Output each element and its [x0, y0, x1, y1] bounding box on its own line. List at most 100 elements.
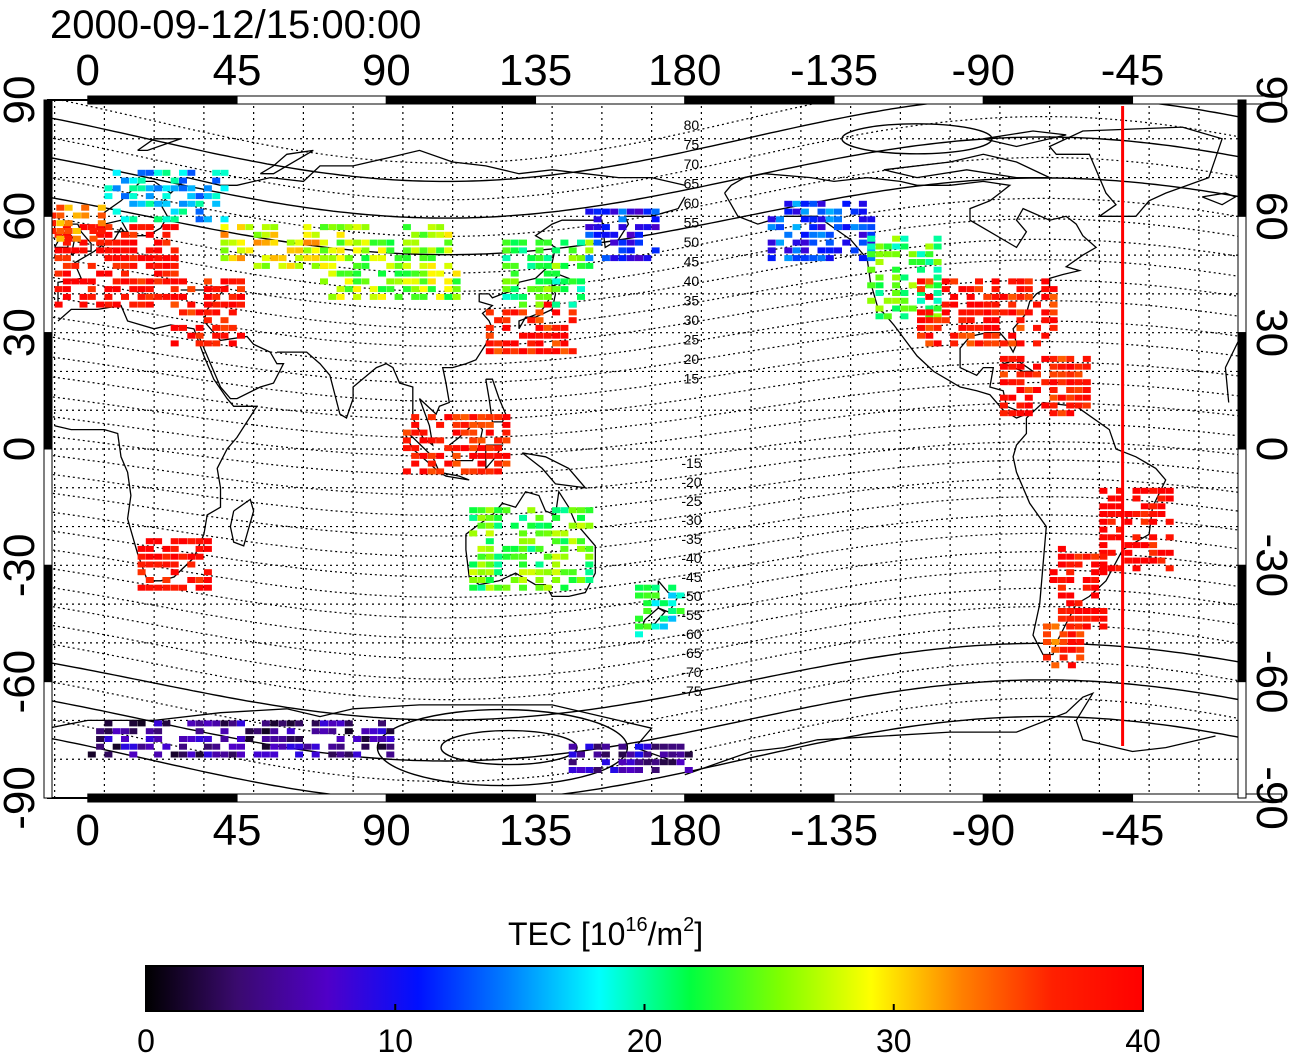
tec-cell — [1041, 309, 1050, 316]
tec-cell — [601, 743, 610, 750]
coastline — [521, 452, 587, 489]
tec-cell — [502, 460, 511, 467]
tec-cell — [593, 751, 602, 758]
tec-cell — [320, 224, 328, 231]
tec-cell — [1066, 608, 1075, 614]
tec-cell — [502, 429, 511, 436]
tec-cell — [585, 255, 594, 262]
tec-cell — [568, 767, 577, 773]
tec-cell — [552, 309, 561, 316]
tec-cell — [162, 278, 171, 285]
tec-cell — [1049, 371, 1058, 378]
tec-cell — [659, 751, 668, 758]
tec-cell — [1008, 355, 1017, 362]
tec-cell — [892, 251, 901, 258]
tec-cell — [676, 592, 685, 599]
south-pole-contour-outer — [376, 708, 629, 787]
tec-cell — [179, 169, 187, 176]
tec-cell — [585, 767, 594, 773]
tec-cell — [179, 584, 187, 591]
tec-cell — [212, 751, 221, 758]
tec-cell — [535, 262, 544, 269]
tec-cell — [64, 235, 73, 242]
tec-cell — [311, 728, 320, 735]
tec-cell — [444, 247, 453, 254]
tec-cell — [925, 305, 934, 312]
tec-cell — [1008, 309, 1017, 316]
tec-cell — [1057, 355, 1066, 362]
tec-cell — [427, 278, 436, 285]
tec-cell — [469, 468, 478, 475]
tec-cell — [477, 421, 486, 428]
tec-cell — [477, 577, 486, 583]
coastline — [402, 429, 440, 473]
tec-cell — [179, 309, 187, 316]
tec-cell — [195, 208, 204, 215]
tec-cell — [552, 278, 561, 285]
tec-cell — [867, 247, 876, 254]
colorbar-tick-label: 0 — [137, 1023, 155, 1057]
tec-cell — [1049, 363, 1058, 370]
tec-cell — [535, 239, 544, 246]
tec-cell — [560, 507, 569, 514]
tec-cell — [320, 255, 328, 262]
lat-tick-label-left: -60 — [0, 650, 44, 714]
tec-cell — [1099, 565, 1108, 572]
tec-cell — [1091, 608, 1100, 614]
tec-cell — [436, 293, 445, 300]
tec-cell — [162, 743, 171, 750]
tec-cell — [519, 239, 527, 246]
tec-cell — [419, 278, 428, 285]
tec-cell — [1067, 662, 1076, 669]
tec-cell — [925, 309, 934, 316]
frame-tick-bar — [982, 95, 1134, 105]
tec-cell — [444, 445, 453, 452]
tec-cell — [460, 445, 469, 452]
tec-cell — [344, 728, 353, 735]
tec-cell — [237, 301, 245, 308]
mag-lat-contour — [48, 156, 1242, 237]
tec-cell — [427, 247, 436, 254]
tec-cell — [494, 414, 503, 421]
tec-cell — [560, 538, 569, 545]
tec-cell — [278, 720, 287, 727]
tec-cell — [311, 262, 320, 269]
colorbar: TEC [1016/m2] 0 10 20 30 40 — [137, 914, 1161, 1057]
tec-cell — [643, 600, 652, 607]
tec-cell — [286, 728, 295, 735]
tec-cell — [237, 743, 245, 750]
tec-cell — [767, 224, 776, 231]
tec-cell — [933, 340, 942, 347]
tec-cell — [659, 600, 668, 607]
tec-cell — [1008, 379, 1017, 386]
tec-cell — [402, 247, 411, 254]
tec-cell — [577, 255, 585, 262]
tec-cell — [311, 255, 320, 262]
tec-cell — [203, 720, 212, 727]
tec-cell — [1057, 545, 1066, 552]
tec-cell — [635, 631, 643, 638]
tec-cell — [89, 235, 98, 242]
tec-cell — [668, 592, 677, 599]
tec-cell — [261, 728, 270, 735]
tec-cell — [170, 208, 179, 215]
tec-cell — [386, 278, 395, 285]
tec-cell — [336, 255, 345, 262]
tec-cell — [460, 414, 469, 421]
tec-cell — [485, 468, 494, 475]
tec-cell — [104, 255, 113, 262]
tec-cell — [1049, 293, 1058, 300]
frame-tick-bar — [1237, 332, 1247, 450]
tec-cell — [892, 290, 901, 296]
coastline — [465, 489, 596, 598]
tec-cell — [1041, 293, 1050, 300]
tec-cell — [825, 216, 834, 223]
contour-label: 70 — [684, 156, 700, 172]
tec-cell — [983, 324, 992, 331]
tec-cell — [137, 569, 146, 576]
tec-cell — [834, 216, 842, 223]
plot-area: 80 75 70 65 60 55 50 45 40 35 30 25 20 15 -15 -20 -25 -30… — [43, 95, 1283, 803]
tec-cell — [361, 262, 370, 269]
tec-cell — [510, 247, 519, 254]
tec-cell — [577, 507, 585, 514]
